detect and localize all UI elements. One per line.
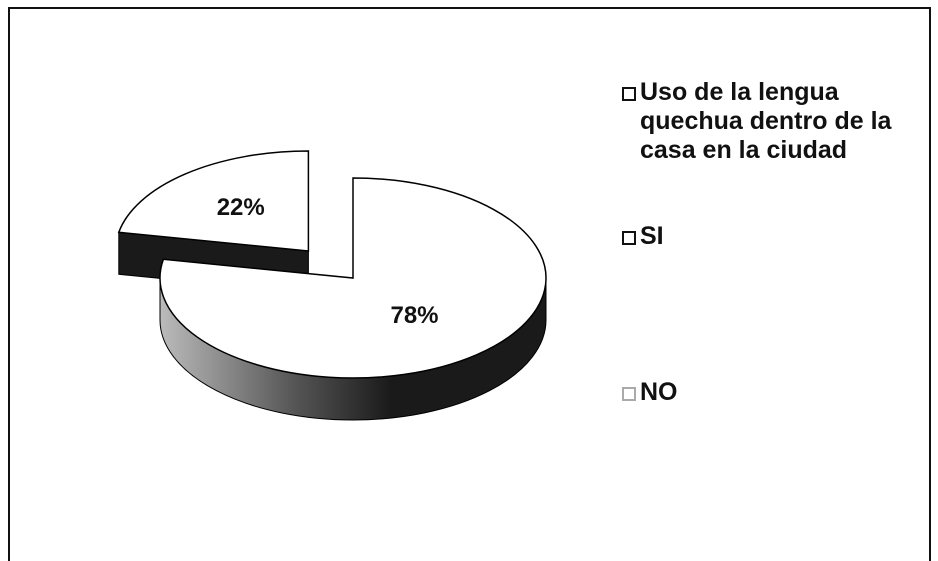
legend-swatch <box>622 387 636 401</box>
legend-swatch <box>622 231 636 245</box>
legend-swatch <box>622 87 636 101</box>
legend-label: NO <box>640 378 678 406</box>
legend-series: Uso de la lengua quechua dentro de la ca… <box>622 78 925 165</box>
slice <box>159 177 547 379</box>
legend-item: NO <box>622 378 925 407</box>
legend-label: SI <box>640 222 664 250</box>
data-label: 78% <box>390 302 438 329</box>
pie: 78% 22% <box>117 150 547 421</box>
data-label: 22% <box>217 194 265 221</box>
chart-frame <box>8 7 931 561</box>
slice <box>117 150 310 252</box>
legend-label: Uso de la lengua quechua dentro de la ca… <box>640 78 892 164</box>
legend-item: SI <box>622 222 925 251</box>
